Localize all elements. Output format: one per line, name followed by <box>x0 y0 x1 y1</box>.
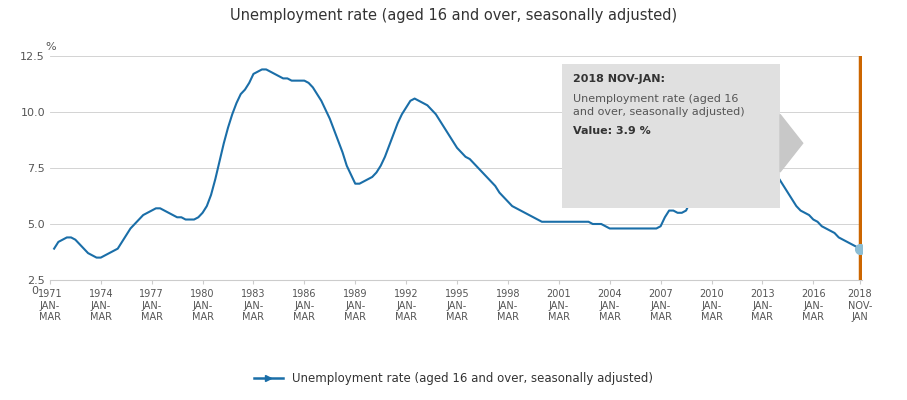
Text: Unemployment rate (aged 16: Unemployment rate (aged 16 <box>573 94 738 104</box>
Text: 2018 NOV-JAN:: 2018 NOV-JAN: <box>573 74 665 84</box>
Text: Value: 3.9 %: Value: 3.9 % <box>573 126 651 136</box>
Text: 0: 0 <box>31 286 38 296</box>
Legend: Unemployment rate (aged 16 and over, seasonally adjusted): Unemployment rate (aged 16 and over, sea… <box>249 368 658 390</box>
Text: and over, seasonally adjusted): and over, seasonally adjusted) <box>573 107 745 117</box>
Text: Unemployment rate (aged 16 and over, seasonally adjusted): Unemployment rate (aged 16 and over, sea… <box>230 8 677 23</box>
Text: %: % <box>46 42 56 52</box>
